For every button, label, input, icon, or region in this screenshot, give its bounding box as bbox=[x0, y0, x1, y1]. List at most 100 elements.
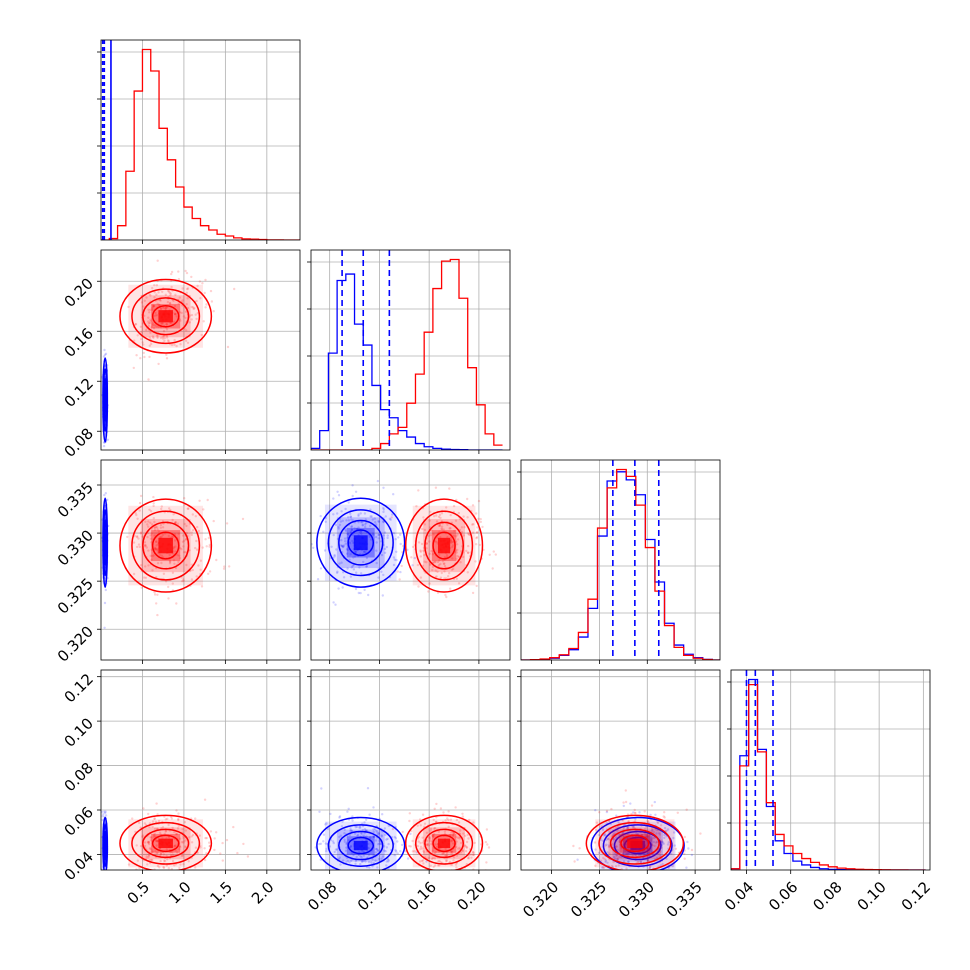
density-contour bbox=[119, 278, 213, 354]
scatter-point bbox=[102, 444, 106, 448]
scatter-point bbox=[450, 831, 453, 834]
scatter-point bbox=[182, 841, 185, 844]
scatter-point bbox=[393, 835, 396, 839]
scatter-point bbox=[663, 811, 666, 814]
scatter-point bbox=[644, 827, 647, 831]
scatter-point bbox=[172, 299, 175, 302]
scatter-point bbox=[455, 577, 458, 580]
scatter-point bbox=[445, 859, 448, 862]
scatter-point bbox=[159, 526, 163, 529]
scatter-point bbox=[633, 872, 635, 874]
scatter-point bbox=[161, 337, 165, 340]
scatter-point bbox=[345, 548, 349, 551]
scatter-point bbox=[152, 517, 155, 520]
scatter-point bbox=[393, 853, 396, 857]
scatter-point bbox=[377, 857, 381, 861]
scatter-point bbox=[433, 807, 436, 810]
scatter-point bbox=[358, 826, 361, 829]
scatter-point bbox=[353, 527, 356, 530]
scatter-point bbox=[316, 578, 320, 581]
y-tick-label: 0.12 bbox=[61, 670, 97, 706]
scatter-point bbox=[369, 538, 373, 541]
scatter-point bbox=[460, 526, 464, 529]
scatter-point bbox=[627, 860, 630, 864]
scatter-point bbox=[139, 325, 143, 328]
scatter-point bbox=[338, 562, 341, 565]
scatter-point bbox=[411, 545, 415, 549]
scatter-point bbox=[435, 514, 438, 517]
scatter-point bbox=[374, 851, 377, 854]
scatter-point bbox=[332, 601, 335, 604]
scatter-point bbox=[650, 804, 654, 807]
scatter-point bbox=[383, 845, 386, 848]
scatter-point bbox=[665, 829, 668, 832]
scatter-point bbox=[484, 840, 488, 844]
scatter-point bbox=[190, 313, 194, 317]
scatter-point bbox=[381, 813, 384, 816]
scatter-point bbox=[616, 858, 619, 861]
scatter-point bbox=[460, 531, 464, 534]
scatter-point bbox=[182, 835, 185, 838]
scatter-point bbox=[350, 528, 354, 532]
scatter-point bbox=[488, 553, 491, 556]
histogram-step-line bbox=[731, 683, 926, 870]
scatter-point bbox=[103, 353, 107, 356]
scatter-point bbox=[636, 860, 639, 864]
scatter-point bbox=[353, 832, 357, 835]
scatter-point bbox=[382, 520, 385, 523]
scatter-point bbox=[168, 559, 172, 563]
scatter-point bbox=[142, 351, 145, 355]
scatter-point bbox=[348, 558, 351, 561]
density-contour bbox=[316, 497, 406, 588]
scatter-point bbox=[104, 870, 106, 872]
scatter-point bbox=[166, 858, 169, 861]
scatter-point bbox=[428, 839, 431, 842]
scatter-point bbox=[458, 846, 461, 849]
scatter-point bbox=[461, 849, 464, 853]
scatter-point bbox=[184, 538, 188, 541]
scatter-point bbox=[334, 523, 338, 527]
scatter-point bbox=[152, 304, 155, 307]
scatter-point bbox=[194, 515, 197, 518]
scatter-point bbox=[132, 572, 136, 576]
scatter-point bbox=[643, 853, 646, 856]
scatter-point bbox=[153, 304, 156, 308]
scatter-point bbox=[440, 525, 444, 528]
y-tick-label: 0.10 bbox=[61, 714, 97, 750]
scatter-point bbox=[479, 520, 482, 524]
scatter-point bbox=[375, 847, 378, 851]
scatter-point bbox=[638, 876, 640, 878]
scatter-point bbox=[479, 517, 482, 521]
scatter-point bbox=[105, 874, 107, 876]
x-tick-label: 0.08 bbox=[809, 878, 845, 914]
scatter-point bbox=[377, 533, 380, 537]
scatter-point bbox=[136, 859, 139, 862]
scatter-point bbox=[690, 848, 694, 852]
scatter-point bbox=[445, 891, 447, 893]
scatter-point bbox=[182, 840, 185, 843]
scatter-point bbox=[429, 534, 433, 537]
scatter-point bbox=[172, 513, 175, 516]
scatter-point bbox=[655, 832, 658, 835]
scatter-point bbox=[457, 582, 461, 585]
scatter-point bbox=[434, 851, 437, 854]
scatter-point bbox=[195, 548, 199, 551]
scatter-point bbox=[365, 835, 368, 838]
scatter-point bbox=[452, 504, 456, 508]
scatter-panel-3-1 bbox=[307, 669, 511, 893]
scatter-point bbox=[428, 540, 431, 543]
scatter-point bbox=[174, 832, 178, 836]
scatter-point bbox=[652, 830, 655, 834]
scatter-point bbox=[190, 841, 194, 844]
scatter-point bbox=[406, 548, 409, 551]
scatter-point bbox=[167, 534, 170, 538]
scatter-point bbox=[333, 554, 336, 557]
scatter-point bbox=[345, 842, 348, 846]
scatter-point bbox=[673, 844, 676, 847]
scatter-point bbox=[661, 862, 664, 866]
scatter-point bbox=[154, 885, 156, 887]
scatter-point bbox=[439, 536, 442, 539]
scatter-point bbox=[232, 825, 235, 829]
scatter-point bbox=[147, 525, 150, 528]
scatter-point bbox=[653, 836, 656, 839]
